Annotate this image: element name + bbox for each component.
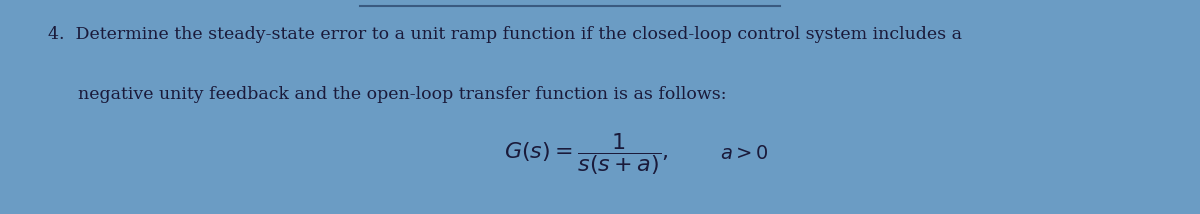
Text: 4.  Determine the steady-state error to a unit ramp function if the closed-loop : 4. Determine the steady-state error to a… (48, 26, 962, 43)
Text: $a>0$: $a>0$ (720, 145, 769, 163)
Text: negative unity feedback and the open-loop transfer function is as follows:: negative unity feedback and the open-loo… (78, 86, 726, 103)
Text: $G(s) = \dfrac{1}{s(s+a)},$: $G(s) = \dfrac{1}{s(s+a)},$ (504, 131, 668, 177)
